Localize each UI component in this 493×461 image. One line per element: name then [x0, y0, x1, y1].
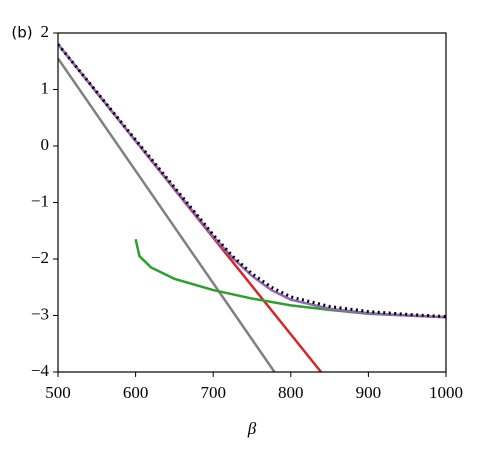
y-tick-label: 2	[41, 22, 50, 41]
y-tick-label: 1	[41, 78, 50, 97]
x-tick-label: 600	[123, 383, 149, 402]
x-tick-label: 900	[356, 383, 382, 402]
panel-label: (b)	[11, 24, 32, 42]
x-tick-label: 500	[45, 383, 71, 402]
line	[58, 43, 446, 319]
y-tick-label: −3	[31, 304, 49, 323]
x-tick-label: 800	[278, 383, 304, 402]
y-tick-label: −4	[31, 361, 50, 380]
y-tick-label: −1	[31, 191, 49, 210]
plot-frame	[57, 32, 447, 373]
y-tick-label: 0	[41, 135, 50, 154]
line	[134, 238, 446, 319]
x-tick-label: 700	[200, 383, 226, 402]
x-tick-label: 1000	[429, 383, 463, 402]
line	[58, 57, 276, 372]
x-axis-label: β	[247, 419, 257, 438]
line	[58, 43, 446, 319]
y-tick-label: −2	[31, 248, 49, 267]
